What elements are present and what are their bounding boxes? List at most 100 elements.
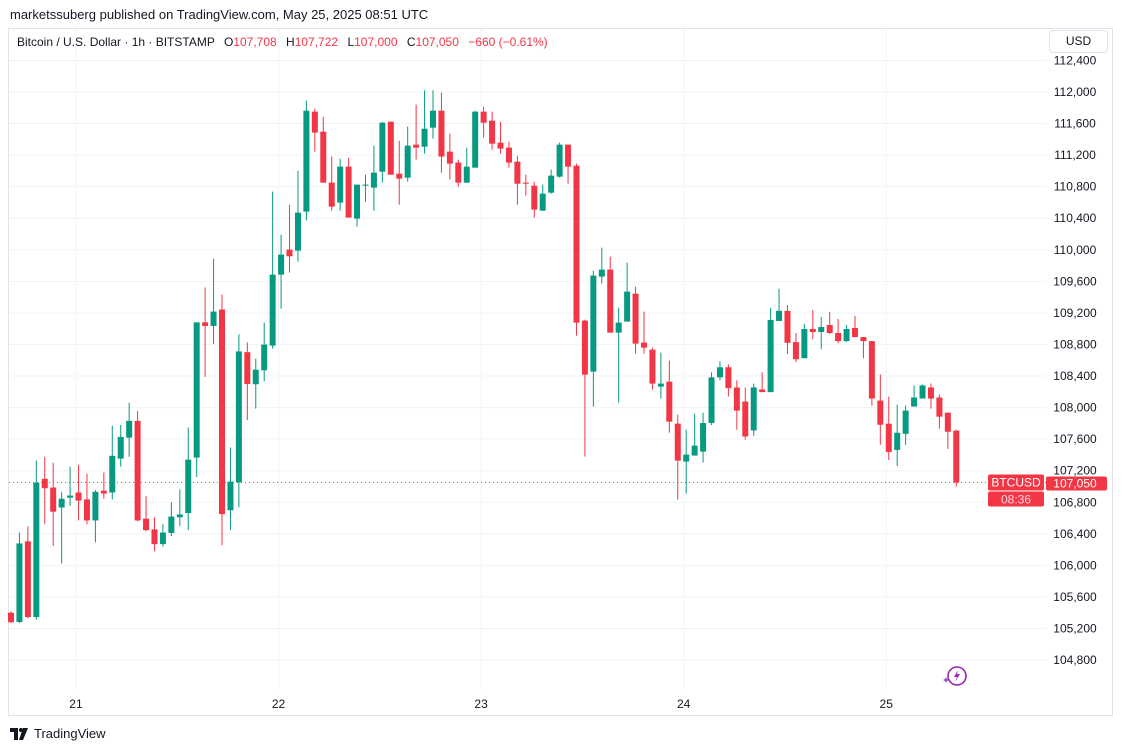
- candle-body: [944, 412, 951, 432]
- candle-down: [83, 473, 90, 525]
- publisher-line: marketssuberg published on TradingView.c…: [10, 7, 429, 22]
- candle-up: [691, 413, 698, 456]
- candle-body: [41, 478, 48, 489]
- symbol-tag-box: [988, 474, 1044, 491]
- candle-down: [143, 496, 150, 532]
- candle-up: [683, 429, 690, 494]
- candle-down: [742, 387, 749, 440]
- price-tick-label: 110,800: [1054, 180, 1097, 194]
- candle-down: [514, 155, 521, 205]
- candle-body: [953, 430, 960, 483]
- candle-body: [269, 274, 276, 346]
- candle-body: [109, 455, 116, 493]
- candle-body: [649, 349, 656, 384]
- candle-down: [134, 411, 141, 522]
- candle-up: [337, 158, 344, 211]
- candle-body: [151, 529, 158, 545]
- candle-up: [911, 385, 918, 407]
- price-tick-label: 112,400: [1054, 53, 1097, 67]
- price-tick-label: 110,400: [1054, 211, 1097, 225]
- candle-up: [227, 447, 234, 531]
- candle-body: [278, 254, 285, 275]
- lightning-icon[interactable]: [943, 664, 967, 693]
- candle-body: [143, 518, 150, 531]
- candle-body: [742, 401, 749, 437]
- candle-body: [311, 111, 318, 133]
- candle-down: [809, 309, 816, 340]
- candle-body: [430, 110, 436, 128]
- candle-down: [885, 396, 892, 460]
- candle-body: [67, 495, 74, 498]
- candle-body: [193, 322, 200, 458]
- candle-body: [497, 142, 504, 149]
- candle-body: [176, 514, 183, 518]
- candle-up: [404, 126, 411, 182]
- candle-down: [531, 181, 538, 218]
- open-label: O: [223, 35, 234, 49]
- chart-frame[interactable]: [8, 28, 1113, 716]
- candle-body: [691, 445, 698, 456]
- close-value: 107,050: [415, 35, 459, 49]
- candle-body: [50, 487, 57, 512]
- candle-down: [8, 611, 14, 623]
- candle-body: [261, 344, 268, 371]
- candle-body: [826, 324, 833, 334]
- candle-down: [328, 156, 335, 211]
- candle-body: [674, 423, 681, 461]
- candle-body: [860, 337, 867, 342]
- candle-up: [58, 491, 65, 564]
- candle-down: [784, 304, 791, 355]
- price-tick-label: 111,600: [1054, 117, 1096, 131]
- time-axis: 21 22 23 24 25: [69, 697, 893, 711]
- price-tick-label: 106,400: [1053, 527, 1097, 541]
- candle-down: [565, 144, 572, 184]
- candle-up: [700, 412, 707, 463]
- price-tick-label: 108,400: [1053, 369, 1097, 383]
- candle-body: [852, 327, 858, 338]
- price-tick-label: 109,200: [1053, 306, 1097, 320]
- candle-down: [345, 157, 352, 218]
- candle-down: [877, 374, 884, 445]
- grid: [9, 29, 1046, 690]
- candle-up: [269, 191, 276, 349]
- candle-body: [548, 175, 555, 193]
- price-tick-label: 106,800: [1053, 495, 1097, 509]
- tradingview-logo[interactable]: TradingView: [10, 726, 106, 741]
- candle-body: [885, 423, 892, 452]
- candle-body: [894, 432, 901, 450]
- symbol-name: Bitcoin / U.S. Dollar · 1h · BITSTAMP: [17, 35, 215, 49]
- candle-body: [413, 144, 420, 148]
- candle-down: [151, 517, 158, 552]
- candle-up: [750, 383, 757, 436]
- candle-body: [818, 327, 825, 333]
- candle-down: [438, 92, 445, 173]
- candle-up: [767, 307, 774, 393]
- candle-down: [953, 429, 960, 487]
- candle-up: [615, 307, 622, 403]
- candle-up: [92, 490, 99, 543]
- candle-body: [134, 420, 141, 521]
- candle-up: [235, 334, 242, 508]
- candle-body: [75, 492, 82, 501]
- currency-button[interactable]: USD: [1049, 30, 1108, 53]
- candle-body: [700, 423, 707, 452]
- candle-down: [674, 414, 681, 500]
- candle-up: [548, 169, 555, 194]
- candle-body: [16, 543, 23, 622]
- candle-body: [565, 144, 572, 167]
- candle-body: [792, 342, 799, 360]
- candle-body: [294, 212, 301, 251]
- candle-body: [387, 121, 394, 175]
- candle-up: [176, 489, 183, 526]
- candle-up: [109, 425, 116, 500]
- price-tick-label: 105,600: [1053, 590, 1097, 604]
- candle-down: [649, 347, 656, 390]
- change-value: −660 (−0.61%): [468, 35, 548, 49]
- candle-body: [446, 151, 453, 164]
- candle-down: [505, 141, 512, 168]
- candle-body: [235, 351, 242, 483]
- candle-body: [159, 532, 166, 545]
- candle-up: [33, 460, 40, 620]
- candle-body: [725, 367, 732, 389]
